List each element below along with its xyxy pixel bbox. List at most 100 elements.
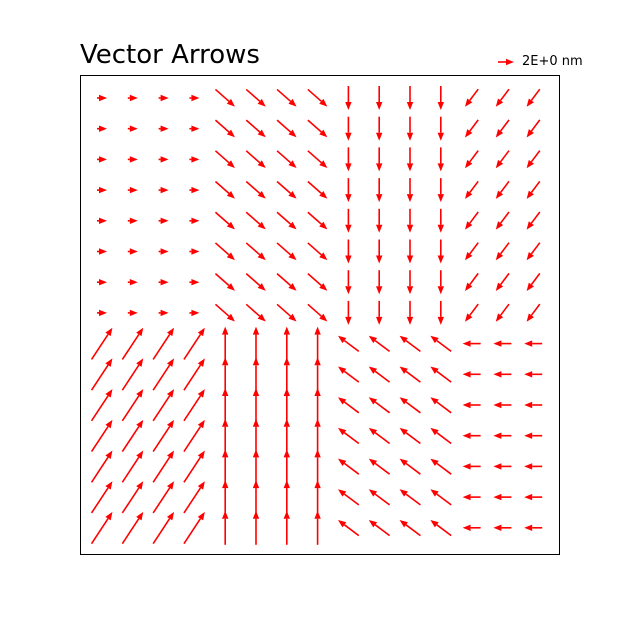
- quiver-arrow: [189, 248, 200, 255]
- quiver-arrow: [399, 520, 421, 537]
- quiver-arrow: [189, 94, 200, 102]
- quiver-arrow: [214, 150, 235, 168]
- quiver-arrow: [127, 309, 138, 317]
- quiver-arrow: [462, 401, 481, 409]
- quiver-arrow: [493, 493, 512, 501]
- quiver-arrow: [526, 119, 541, 138]
- plot-frame: [80, 75, 560, 555]
- quiver-arrow: [495, 211, 510, 230]
- quiver-arrow: [121, 327, 144, 360]
- quiver-arrow: [97, 309, 107, 317]
- quiver-arrow: [493, 524, 512, 531]
- quiver-arrow: [495, 242, 510, 261]
- quiver-arrow: [495, 303, 510, 322]
- quiver-arrow: [345, 116, 352, 141]
- quiver-arrow: [524, 463, 543, 470]
- quiver-arrow: [399, 366, 421, 383]
- quiver-arrow: [307, 88, 328, 107]
- quiver-arrow: [189, 186, 200, 194]
- quiver-arrow: [276, 211, 297, 230]
- quiver-arrow: [406, 116, 414, 141]
- quiver-arrow: [222, 510, 229, 545]
- quiver-arrow: [90, 481, 113, 514]
- quiver-arrow: [189, 125, 200, 132]
- quiver-arrow: [152, 419, 175, 453]
- quiver-arrow: [276, 180, 297, 199]
- quiver-arrow: [183, 481, 205, 514]
- quiver-arrow: [338, 427, 360, 445]
- quiver-arrow: [376, 270, 383, 295]
- quiver-arrow: [158, 94, 169, 102]
- quiver-arrow: [245, 273, 266, 291]
- quiver-arrow: [127, 94, 138, 102]
- quiver-arrow: [314, 418, 321, 453]
- quiver-arrow: [283, 480, 290, 515]
- quiver-arrow: [158, 217, 169, 224]
- quiver-arrow: [338, 335, 360, 353]
- quiver-arrow: [90, 419, 113, 453]
- quiver-arrow: [252, 357, 260, 392]
- quiver-arrow: [406, 147, 414, 172]
- quiver-arrow: [376, 86, 383, 110]
- quiver-arrow: [127, 186, 138, 194]
- quiver-arrow: [437, 239, 444, 264]
- quiver-arrow: [345, 86, 352, 110]
- quiver-arrow: [90, 327, 113, 360]
- quiver-arrow: [283, 418, 290, 453]
- quiver-arrow: [127, 279, 138, 286]
- quiver-arrow: [526, 303, 541, 322]
- quiver-arrow: [526, 150, 541, 169]
- quiver-arrow: [121, 419, 144, 453]
- quiver-arrow: [437, 86, 444, 110]
- quiver-arrow: [189, 156, 200, 163]
- quiver-arrow: [368, 458, 391, 475]
- quiver-arrow: [437, 178, 444, 203]
- quiver-arrow: [465, 242, 479, 261]
- quiver-arrow: [524, 432, 543, 439]
- quiver-arrow: [462, 340, 481, 347]
- quiver-arrow: [245, 303, 266, 322]
- quiver-arrow: [152, 511, 175, 545]
- quiver-arrow: [524, 401, 543, 409]
- quiver-arrow: [214, 273, 235, 291]
- quiver-arrow: [437, 147, 444, 172]
- quiver-arrow: [214, 88, 235, 107]
- quiver-arrow: [276, 150, 297, 168]
- quiver-arrow: [376, 116, 383, 141]
- quiver-arrow: [245, 180, 266, 199]
- quiver-arrow: [399, 458, 421, 475]
- quiver-arrow: [345, 239, 352, 264]
- quiver-arrow: [338, 366, 360, 383]
- quiver-arrow: [90, 358, 113, 391]
- quiver-arrow: [222, 326, 229, 361]
- quiver-arrow: [222, 357, 229, 392]
- quiver-arrow: [338, 458, 360, 475]
- quiver-arrow: [121, 450, 144, 483]
- quiver-arrow: [376, 178, 383, 203]
- quiver-arrow: [493, 432, 512, 439]
- quiver-key-label: 2E+0 nm: [522, 54, 583, 69]
- quiver-arrow: [430, 397, 452, 414]
- quiver-arrow: [245, 150, 266, 168]
- quiver-arrow: [314, 449, 321, 484]
- quiver-arrow: [222, 388, 229, 422]
- quiver-arrow: [314, 326, 321, 361]
- quiver-arrow: [465, 303, 479, 322]
- quiver-arrow: [127, 156, 138, 163]
- quiver-arrow: [493, 401, 512, 409]
- quiver-arrow: [158, 248, 169, 255]
- quiver-arrow: [345, 147, 352, 172]
- quiver-arrow: [465, 272, 479, 291]
- quiver-arrow: [252, 418, 260, 453]
- quiver-arrow: [495, 119, 510, 138]
- quiver-arrow: [222, 418, 229, 453]
- quiver-arrow: [158, 309, 169, 317]
- quiver-arrow: [245, 242, 266, 261]
- quiver-arrow: [158, 156, 169, 163]
- quiver-arrow: [345, 300, 352, 325]
- quiver-arrow: [307, 211, 328, 230]
- quiver-arrow: [430, 489, 452, 506]
- quiver-arrow: [524, 371, 543, 378]
- quiver-arrow: [152, 327, 175, 360]
